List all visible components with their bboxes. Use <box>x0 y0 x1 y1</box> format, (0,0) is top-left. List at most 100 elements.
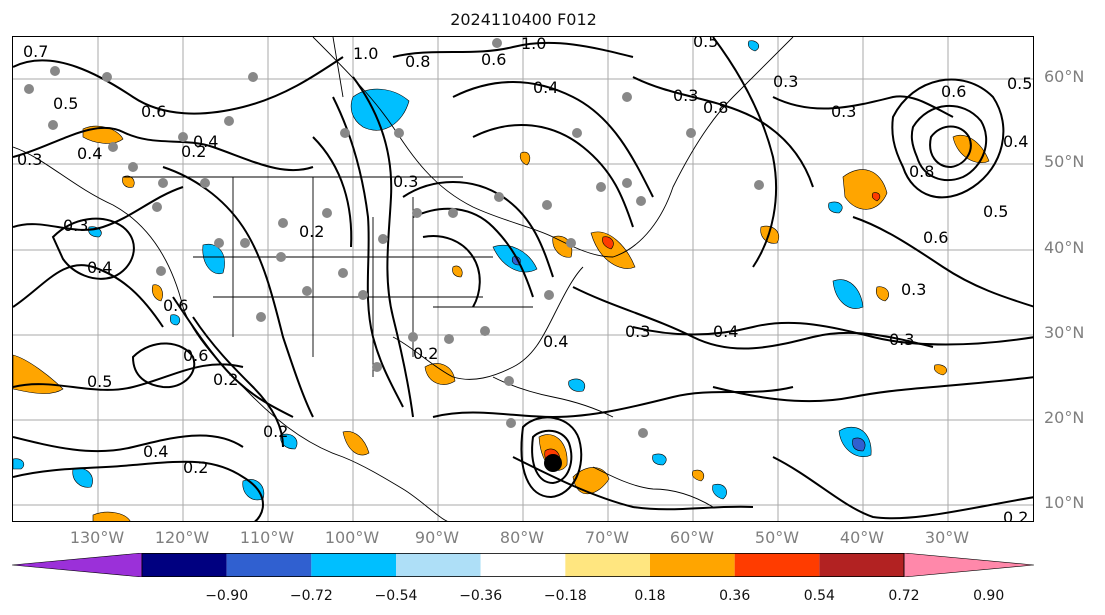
contour-label: 0.7 <box>23 42 48 61</box>
negative-shade <box>202 243 225 275</box>
contour-label: 0.3 <box>673 86 698 105</box>
station-dot <box>158 178 168 188</box>
positive-shade <box>519 151 531 166</box>
contour-line <box>192 316 284 448</box>
colorbar-cell <box>480 553 566 577</box>
contour-line <box>412 207 534 298</box>
strong-positive-shade <box>871 192 881 202</box>
contour-label: 0.4 <box>533 78 558 97</box>
station-dot <box>494 192 504 202</box>
lon-label: 80°W <box>499 528 545 547</box>
negative-shade <box>747 40 760 52</box>
station-dot <box>566 238 576 248</box>
station-dot <box>754 180 764 190</box>
contour-line <box>632 321 1033 346</box>
contour-label: 0.6 <box>941 82 966 101</box>
map-panel: 0.7 1.0 0.5 0.6 0.3 0.4 0.2 1.0 0.6 0.4 0.8 0.3 0.3 0… <box>12 36 1034 522</box>
lon-label: 110°W <box>239 528 295 547</box>
station-dot <box>572 128 582 138</box>
contour-label: 0.4 <box>193 132 218 151</box>
colorbar-cell <box>226 553 312 577</box>
contour-label: 0.4 <box>1003 132 1028 151</box>
positive-shade <box>122 175 135 188</box>
contour-line <box>172 296 294 418</box>
positive-shade <box>933 364 947 376</box>
positive-shade <box>452 265 463 278</box>
station-dot <box>256 312 266 322</box>
contour-line <box>13 186 184 231</box>
station-dot <box>102 72 112 82</box>
contour-label: 0.3 <box>17 150 42 169</box>
coastline-path <box>592 466 714 508</box>
contour-label: 1.0 <box>353 44 378 63</box>
negative-shade <box>568 378 586 392</box>
contour-label: 0.8 <box>703 98 728 117</box>
station-dot <box>200 178 210 188</box>
station-dot <box>248 72 258 82</box>
graticule <box>13 37 1033 521</box>
contour-label: 1.0 <box>521 37 546 53</box>
station-dot <box>492 38 502 48</box>
contour-label: 0.3 <box>625 322 650 341</box>
colorbar-extend-max <box>903 553 1034 577</box>
positive-shade <box>424 363 456 385</box>
contour-line <box>712 376 1033 403</box>
positive-shade <box>590 231 636 269</box>
contour-line <box>392 41 634 58</box>
colorbar-tick-label: 0.36 <box>719 588 751 604</box>
negative-shade <box>852 437 866 452</box>
contour-label: 0.2 <box>263 422 288 441</box>
contour-line <box>452 81 654 198</box>
coastline-path <box>312 37 794 258</box>
positive-shade <box>691 469 705 482</box>
positive-shade <box>151 284 163 302</box>
colorbar-cell <box>396 553 481 577</box>
negative-shade <box>832 279 864 309</box>
station-dot <box>214 238 224 248</box>
colorbar-tick-label: 0.72 <box>888 588 920 604</box>
contour-line <box>712 37 778 268</box>
strong-positive-shade <box>602 236 614 250</box>
colorbar-cell <box>565 553 650 577</box>
contour-label: 0.5 <box>1007 74 1032 93</box>
colorbar-tick-label: 0.54 <box>803 588 835 604</box>
lat-label: 40°N <box>1044 238 1085 257</box>
colorbar <box>12 553 1034 577</box>
lat-label: 60°N <box>1044 67 1085 86</box>
contour-line <box>772 95 954 118</box>
lat-label: 30°N <box>1044 323 1085 342</box>
contour-line <box>162 166 314 418</box>
contour-label: 0.6 <box>923 228 948 247</box>
colorbar-tick-label: 0.90 <box>973 588 1005 604</box>
contour-line <box>891 78 1005 199</box>
negative-shade <box>652 453 667 466</box>
lon-label: 40°W <box>839 528 885 547</box>
lon-label: 100°W <box>324 528 380 547</box>
station-dot <box>128 162 138 172</box>
contour-line <box>131 342 196 389</box>
station-dot <box>408 332 418 342</box>
positive-shade <box>842 169 888 210</box>
station-dot <box>178 132 188 142</box>
lon-label: 90°W <box>414 528 460 547</box>
contour-label: 0.4 <box>87 258 112 277</box>
station-dot <box>302 286 312 296</box>
colorbar-tick-label: −0.54 <box>374 588 418 604</box>
contour-label: 0.2 <box>413 344 438 363</box>
contours <box>13 37 1033 521</box>
station-dot <box>542 200 552 210</box>
contour-label: 0.8 <box>405 52 430 71</box>
station-dot <box>544 290 554 300</box>
station-dot <box>622 92 632 102</box>
contour-line <box>572 286 934 350</box>
stations <box>24 38 764 438</box>
contour-label: 0.5 <box>693 37 718 51</box>
colorbar-frame <box>141 553 905 577</box>
colorbar-tick-label: −0.90 <box>205 588 249 604</box>
contour-label: 0.4 <box>713 322 738 341</box>
station-dot <box>322 208 332 218</box>
station-dot <box>372 362 382 372</box>
contour-line <box>13 460 264 521</box>
map-title: 2024110400 F012 <box>450 10 597 29</box>
station-dot <box>638 428 648 438</box>
